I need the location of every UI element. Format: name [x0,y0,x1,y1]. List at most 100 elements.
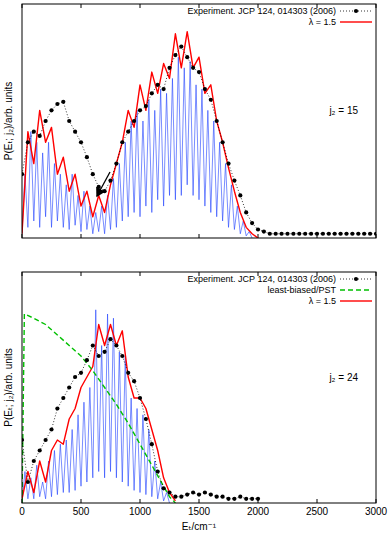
data-point [238,495,242,499]
x-tick [81,4,82,8]
data-point [232,497,236,501]
data-point [97,185,101,189]
data-point [173,495,177,499]
series-line [22,47,376,234]
data-point [244,497,248,501]
figure: Experiment. JCP 124, 014303 (2006)λ = 1.… [0,0,392,535]
data-point [209,493,213,497]
data-point [108,178,112,182]
plot-frame [22,272,376,503]
data-point [256,227,260,231]
data-point [79,140,83,144]
spectrum-line [22,57,252,238]
data-point [179,44,183,48]
data-point [321,232,325,236]
x-tick-label: 3000 [365,506,388,517]
data-point [114,161,118,165]
data-point [191,490,195,494]
data-point [285,232,289,236]
data-point [91,343,95,347]
x-tick [81,499,82,503]
series-line [22,32,258,238]
data-point [303,232,307,236]
data-point [203,490,207,494]
data-point [55,102,59,106]
x-tick-label: 2500 [306,506,329,517]
data-point [85,358,89,362]
data-point [61,396,65,400]
data-point [138,396,142,400]
panel: 050010001500200025003000Experiment. JCP … [3,272,388,532]
annotation: j₂ = 15 [328,105,358,116]
legend-marker [354,277,358,281]
plot-frame [22,4,376,238]
data-point [85,155,89,159]
data-point [162,87,166,91]
data-point [250,221,254,225]
data-point [368,232,372,236]
spectrum-line [22,310,170,503]
legend-marker [354,9,358,13]
data-point [26,480,30,484]
data-point [150,442,154,446]
series-line [22,339,258,499]
x-axis-label: Eₜ/cm⁻¹ [182,521,217,532]
data-point [67,385,71,389]
x-tick [140,272,141,276]
data-point [120,354,124,358]
legend-swatch [340,289,372,290]
data-point [297,232,301,236]
data-point [197,70,201,74]
data-point [209,98,213,102]
data-point [49,108,53,112]
data-point [309,232,313,236]
data-point [150,91,154,95]
data-point [215,495,219,499]
data-point [274,232,278,236]
data-point [362,232,366,236]
data-point [262,230,266,234]
data-point [132,119,136,123]
data-point [126,130,130,134]
data-point [221,495,225,499]
data-point [226,497,230,501]
data-point [339,232,343,236]
data-point [91,172,95,176]
data-point [197,493,201,497]
data-point [238,193,242,197]
data-point [26,140,30,144]
x-tick-label: 1000 [129,506,152,517]
x-tick [140,499,141,503]
x-tick-label: 0 [19,506,25,517]
data-point [250,497,254,501]
legend-label: Experiment. JCP 124, 014303 (2006) [188,274,336,284]
y-axis-label: P(Eₜ; j₂)/arb. units [3,82,14,161]
data-point [32,130,36,134]
data-point [73,375,77,379]
data-point [315,232,319,236]
data-point [191,66,195,70]
y-axis-label: P(Eₜ; j₂)/arb. units [3,348,14,427]
series-line [22,325,175,501]
arrow [97,172,110,196]
data-point [108,337,112,341]
data-point [280,232,284,236]
data-point [215,119,219,123]
x-tick [140,4,141,8]
data-point [221,140,225,144]
data-point [44,438,48,442]
x-tick [317,499,318,503]
x-tick [81,234,82,238]
data-point [61,100,65,104]
data-point [291,232,295,236]
data-point [162,486,166,490]
data-point [55,406,59,410]
data-point [350,232,354,236]
data-point [167,490,171,494]
data-point [156,83,160,87]
plot-area [22,310,260,503]
x-tick-label: 1500 [188,506,211,517]
data-point [173,53,177,57]
legend-label: least-biased/PST [267,285,336,295]
data-point [185,493,189,497]
